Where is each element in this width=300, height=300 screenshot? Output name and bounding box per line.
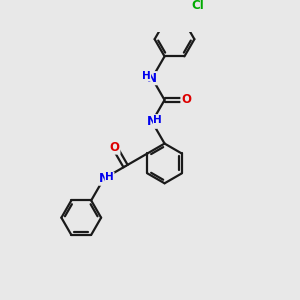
Text: N: N [99,172,109,185]
Text: H: H [153,115,162,124]
Text: H: H [142,71,151,81]
Text: N: N [147,72,157,85]
Text: Cl: Cl [191,0,204,12]
Text: N: N [147,115,157,128]
Text: O: O [181,94,191,106]
Text: O: O [110,141,120,154]
Text: H: H [105,172,114,182]
